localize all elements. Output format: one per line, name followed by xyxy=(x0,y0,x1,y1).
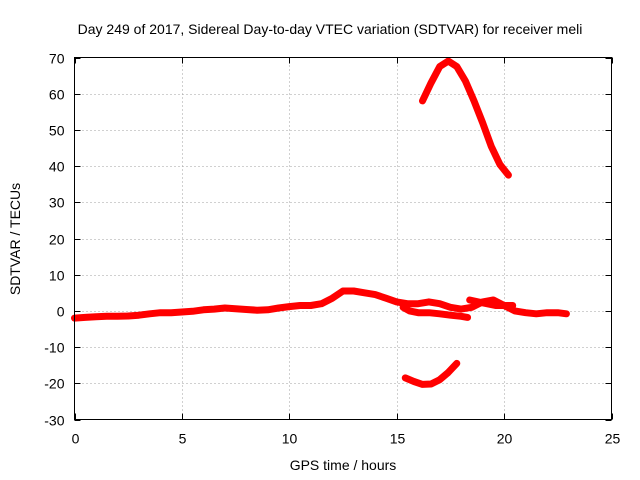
y-tick-label: -10 xyxy=(44,340,64,356)
y-tick-label: -30 xyxy=(44,413,64,429)
x-tick-label: 20 xyxy=(497,431,513,447)
y-tick-label: 30 xyxy=(49,195,65,211)
ticks xyxy=(74,57,613,421)
x-tick-label: 25 xyxy=(605,431,621,447)
x-tick-label: 0 xyxy=(72,431,80,447)
x-tick-label: 5 xyxy=(179,431,187,447)
y-tick-label: 0 xyxy=(57,304,65,320)
series-dip-branch xyxy=(401,359,461,388)
x-tick-label: 15 xyxy=(390,431,406,447)
y-tick-label: 10 xyxy=(49,268,65,284)
x-tick-label: 10 xyxy=(282,431,298,447)
y-tick-label: 40 xyxy=(49,159,65,175)
x-axis-label: GPS time / hours xyxy=(290,457,397,473)
series-group xyxy=(71,57,570,388)
grid xyxy=(74,57,612,420)
y-tick-labels: -30 -20 -10 0 10 20 30 40 50 60 70 xyxy=(44,51,64,429)
y-tick-label: 50 xyxy=(49,123,65,139)
series-midday-branch xyxy=(399,303,472,321)
y-tick-label: -20 xyxy=(44,376,64,392)
y-tick-label: 70 xyxy=(49,51,65,67)
y-tick-label: 60 xyxy=(49,87,65,103)
plot-frame xyxy=(74,57,612,420)
y-tick-label: 20 xyxy=(49,232,65,248)
series-evening-branch xyxy=(466,296,517,309)
series-peak-branch xyxy=(419,57,512,179)
chart-title: Day 249 of 2017, Sidereal Day-to-day VTE… xyxy=(78,21,583,37)
x-tick-labels: 0 5 10 15 20 25 xyxy=(72,431,621,447)
y-axis-label: SDTVAR / TECUs xyxy=(7,183,23,295)
